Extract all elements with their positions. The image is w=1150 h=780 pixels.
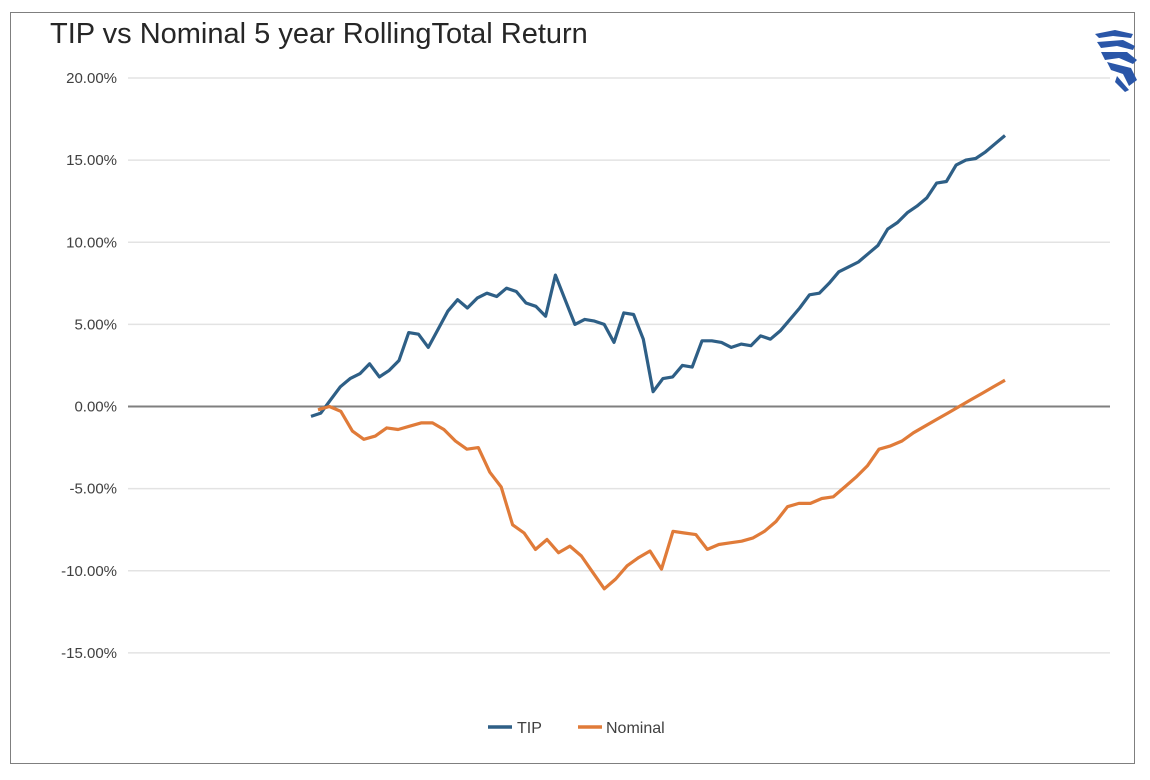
- chart-title: TIP vs Nominal 5 year RollingTotal Retur…: [50, 18, 588, 50]
- legend-label-tip: TIP: [517, 720, 542, 737]
- y-tick-label: -5.00%: [69, 481, 117, 498]
- y-tick-label: -10.00%: [61, 563, 117, 580]
- y-tick-label: 0.00%: [74, 399, 117, 416]
- y-tick-label: -15.00%: [61, 645, 117, 662]
- y-tick-label: 15.00%: [66, 152, 117, 169]
- gridlines: [128, 77, 1110, 654]
- eagle-logo-icon: [1095, 30, 1137, 92]
- y-tick-label: 10.00%: [66, 234, 117, 251]
- y-tick-label: 20.00%: [66, 70, 117, 87]
- series-line-tip: [310, 134, 1007, 418]
- y-tick-label: 5.00%: [74, 316, 117, 333]
- legend-label-nominal: Nominal: [606, 720, 665, 737]
- legend: TIP Nominal: [488, 720, 665, 737]
- series-line-nominal: [317, 378, 1006, 591]
- chart-frame: [10, 12, 1135, 764]
- y-axis-ticks: 20.00% 15.00% 10.00% 5.00% 0.00% -5.00% -10.00…: [61, 70, 117, 662]
